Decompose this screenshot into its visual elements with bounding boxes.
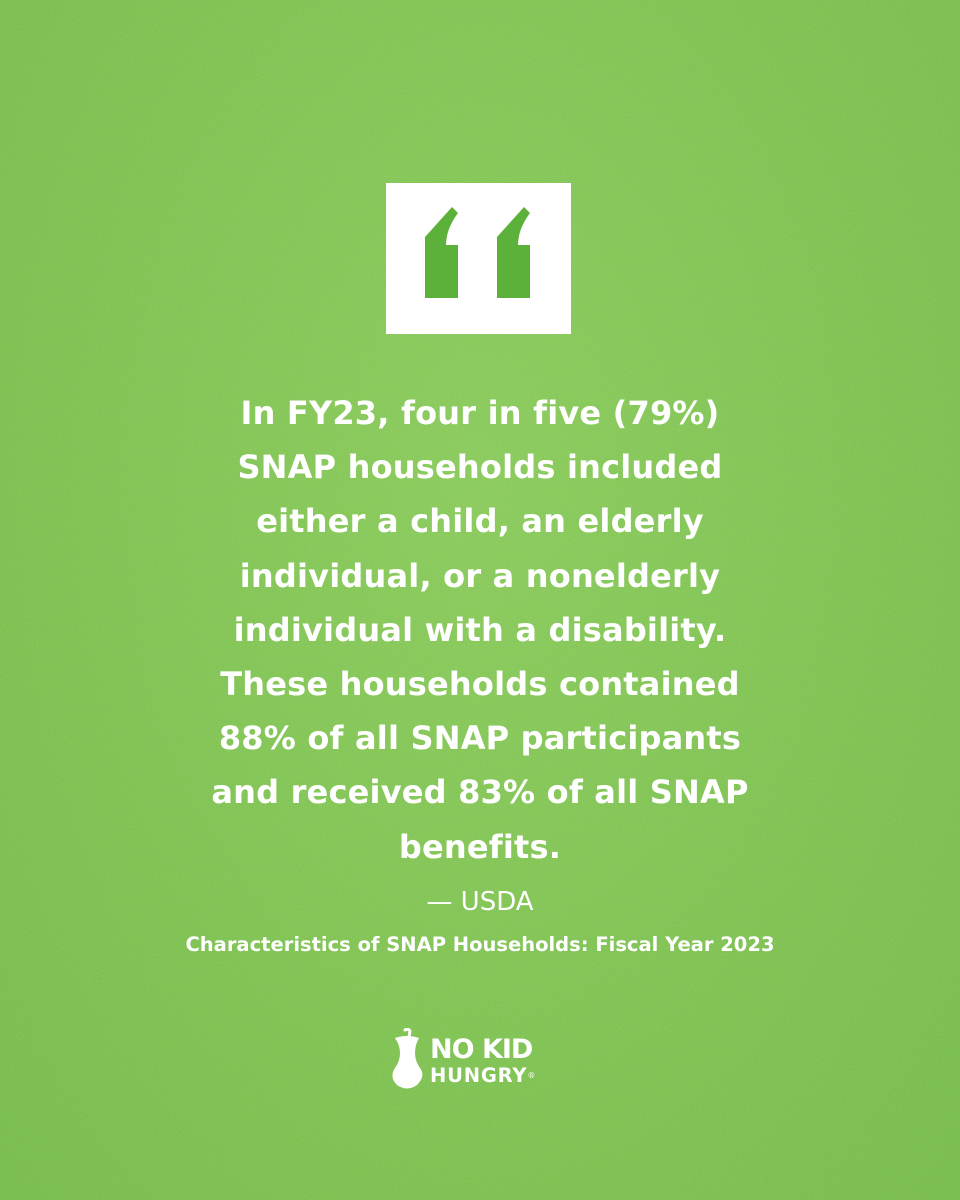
- logo-line-1: NO KID: [430, 1034, 533, 1065]
- logo-wordmark: NO KID HUNGRY®: [430, 1036, 536, 1088]
- quote-line: either a child, an elderly: [256, 502, 704, 541]
- quote-line: These households contained: [220, 665, 740, 704]
- quote-line: and received 83% of all SNAP: [211, 773, 749, 812]
- quote-line: In FY23, four in five (79%): [240, 394, 720, 432]
- quote-mark-box: [386, 183, 571, 334]
- quote-line: 88% of all SNAP participants: [218, 719, 742, 758]
- no-kid-hungry-logo: NO KID HUNGRY®: [386, 1028, 586, 1098]
- logo-line-2: HUNGRY®: [430, 1064, 536, 1088]
- quote-line: individual, or a nonelderly: [239, 556, 721, 595]
- open-quote-icon: [425, 207, 530, 298]
- registered-mark: ®: [527, 1071, 537, 1080]
- quote-line: benefits.: [398, 827, 562, 866]
- quote-line: SNAP households included: [237, 448, 723, 487]
- source-title: Characteristics of SNAP Households: Fisc…: [185, 933, 775, 956]
- quote-text: In FY23, four in five (79%) SNAP househo…: [120, 386, 840, 874]
- quote-attribution: — USDA: [426, 887, 534, 917]
- logo-line-2-text: HUNGRY: [430, 1064, 528, 1087]
- apple-core-icon: [392, 1028, 423, 1089]
- quote-line: individual with a disability.: [233, 610, 727, 649]
